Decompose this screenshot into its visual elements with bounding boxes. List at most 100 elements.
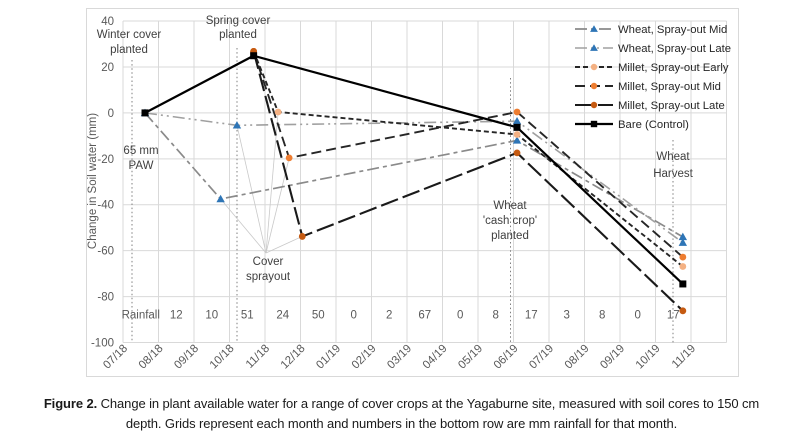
legend-label: Millet, Spray-out Early [618,62,729,74]
leader-line [265,111,279,254]
rainfall-value: 50 [312,310,325,322]
millet-mid-marker [285,154,293,162]
legend-item-millet-early: Millet, Spray-out Early [575,62,729,74]
annotation-cashcrop: 'cash crop' [483,215,537,227]
millet-late-marker [679,307,687,315]
legend: Wheat, Spray-out Mid Wheat, Spray-out Lat… [575,24,731,131]
series-wheat-mid [144,112,684,238]
legend-marker [590,101,598,109]
series-millet-early [252,51,684,268]
figure-caption-text: Change in plant available water for a ra… [97,396,760,431]
y-tick-label: 40 [101,16,114,28]
legend-marker [590,25,598,32]
y-tick-label: -20 [97,154,114,166]
leader-line [265,236,303,254]
annotation-sprayout: Cover [253,256,284,268]
rainfall-value: 10 [205,310,218,322]
rainfall-row: Rainfall 12 10 51 24 50 0 2 67 0 8 17 3 8 0 17 [122,310,680,322]
leader-line [220,198,267,254]
annotation-harvest: Wheat [656,151,690,163]
legend-item-millet-mid: Millet, Spray-out Mid [575,81,721,93]
legend-marker [590,82,598,90]
annotation-harvest: Harvest [653,168,693,180]
annotation-winter: planted [110,44,148,56]
y-axis: 40 20 0 -20 -40 -60 -80 -100 [91,16,114,349]
markers-millet-late [250,47,687,315]
rainfall-row-label: Rainfall [122,310,160,322]
series-line [252,51,684,268]
legend-item-bare: Bare (Control) [575,119,689,131]
sprayout-leader-lines [220,111,303,254]
gridlines [122,20,727,343]
annotation-winter: Winter cover [97,29,162,41]
annotation-sprayout: sprayout [246,271,291,283]
series-line [144,112,684,238]
rainfall-value: 0 [351,310,357,322]
event-lines [131,48,674,343]
legend-label: Millet, Spray-out Mid [618,81,721,93]
rainfall-value: 3 [564,310,570,322]
series-line [252,51,684,312]
millet-late-marker [513,149,521,157]
bare-marker [250,52,258,60]
series-line [144,54,684,285]
legend-label: Wheat, Spray-out Mid [618,24,727,36]
series-line [144,112,684,244]
annotation-spring: Spring cover [206,15,271,27]
rainfall-value: 17 [667,310,680,322]
millet-early-marker [679,263,687,270]
rainfall-value: 51 [241,310,254,322]
series-bare [144,54,684,285]
millet-mid-marker [513,108,521,116]
y-tick-label: -80 [97,292,114,304]
y-axis-title: Change in Soil water (mm) [87,113,99,249]
rainfall-value: 67 [418,310,431,322]
figure-caption-label: Figure 2. [43,396,98,411]
annotations: Winter cover planted Spring cover planted 65… [97,15,694,283]
annotation-paw: 65 mm [123,145,158,157]
legend-item-millet-late: Millet, Spray-out Late [575,100,725,112]
legend-marker [590,120,598,128]
annotation-paw: PAW [129,160,154,172]
rainfall-value: 0 [457,310,463,322]
series-millet-mid [252,51,684,258]
rainfall-value: 17 [525,310,538,322]
series-wheat-late [144,112,684,244]
legend-item-wheat-mid: Wheat, Spray-out Mid [575,24,727,36]
y-tick-label: -60 [97,246,114,258]
y-tick-label: -40 [97,200,114,212]
legend-label: Wheat, Spray-out Late [618,43,731,55]
legend-label: Millet, Spray-out Late [618,100,725,112]
figure-caption: Figure 2. Change in plant available wate… [30,394,773,434]
annotation-cashcrop: planted [491,230,529,242]
y-tick-label: -100 [91,338,114,350]
wheat-mid-marker [216,194,225,203]
millet-mid-marker [679,253,687,261]
bare-marker [679,280,687,288]
bare-marker [513,123,521,131]
leader-line [236,125,267,254]
legend-label: Bare (Control) [618,119,689,131]
legend-item-wheat-late: Wheat, Spray-out Late [575,43,731,55]
legend-marker [590,63,598,71]
millet-early-marker [513,131,521,138]
series-line [252,51,684,258]
legend-marker [590,44,598,51]
y-tick-label: 20 [101,62,114,74]
rainfall-value: 8 [493,310,499,322]
millet-early-marker [274,108,282,116]
rainfall-value: 2 [386,310,392,322]
markers-bare [141,52,687,288]
annotation-spring: planted [219,29,257,41]
rainfall-value: 12 [170,310,183,322]
wheat-mid-marker [678,232,688,241]
annotation-cashcrop: Wheat [493,200,527,212]
rainfall-value: 0 [635,310,641,322]
bare-marker [141,109,149,117]
series-millet-late [252,51,684,312]
rainfall-value: 8 [599,310,605,322]
millet-late-marker [298,233,306,240]
y-tick-label: 0 [108,108,114,120]
